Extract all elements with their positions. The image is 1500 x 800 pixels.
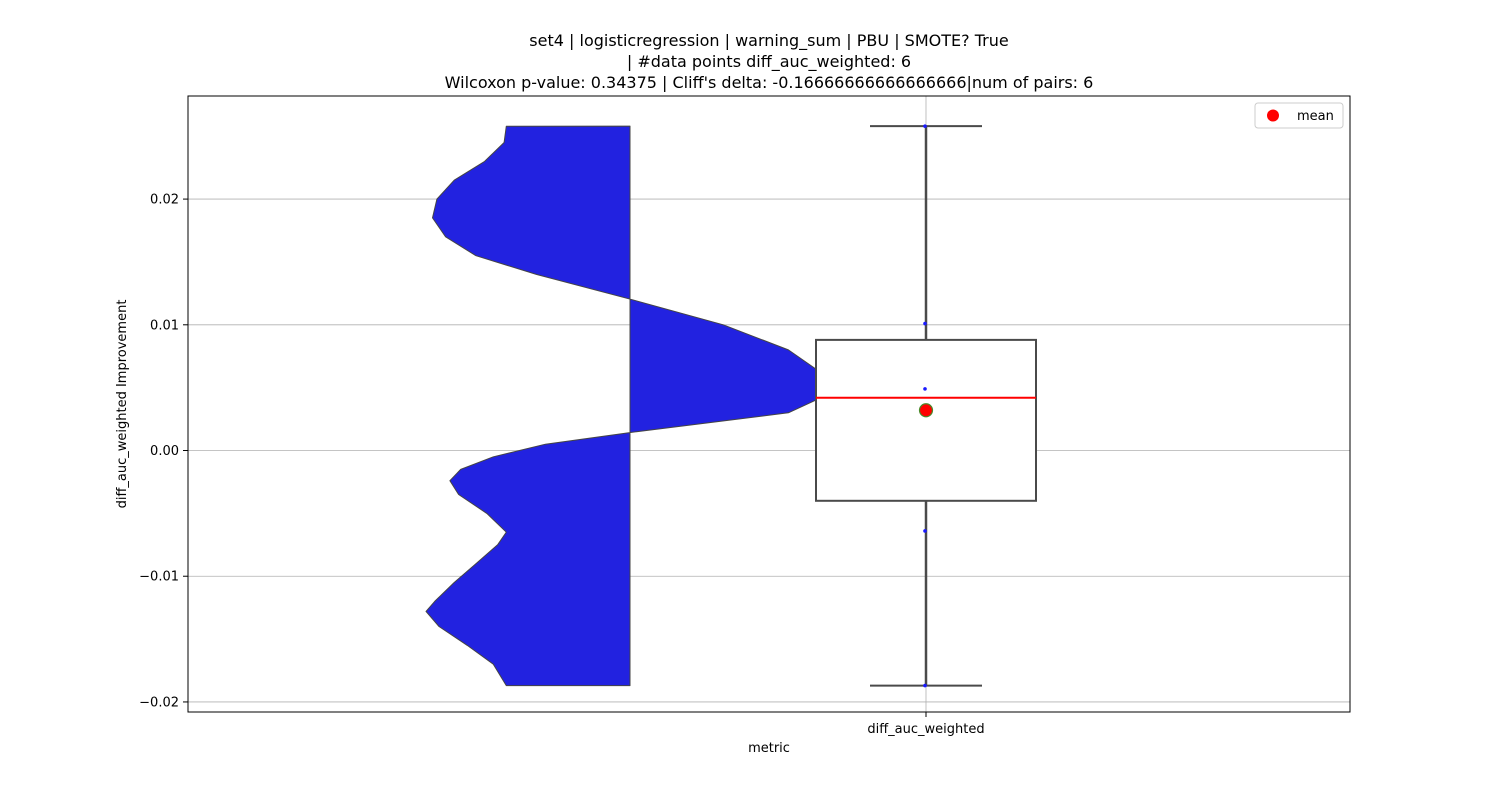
y-tick-label: 0.01 [150, 318, 179, 333]
violin-layer [425, 125, 844, 687]
chart-title: set4 | logisticregression | warning_sum … [445, 31, 1094, 92]
legend-mean-marker [1267, 109, 1279, 122]
y-axis-ticks: −0.02 −0.01 0.00 0.01 0.02 [139, 193, 188, 710]
data-point [923, 387, 927, 391]
chart-title-line-3: Wilcoxon p-value: 0.34375 | Cliff's delt… [445, 73, 1094, 92]
plot-area-frame [187, 95, 1351, 713]
legend-mean-label: mean [1297, 109, 1334, 124]
box-plot [815, 124, 1037, 688]
chart-title-line-1: set4 | logisticregression | warning_sum … [529, 31, 1008, 51]
y-tick-label: 0.00 [150, 444, 179, 459]
x-axis-ticks: diff_auc_weighted [867, 712, 985, 737]
x-axis-label: metric [748, 741, 790, 756]
legend: mean [1254, 102, 1344, 129]
y-tick-label: −0.02 [139, 695, 179, 710]
y-tick-label: 0.02 [150, 193, 179, 208]
mean-marker [918, 403, 934, 418]
data-point [923, 683, 927, 688]
x-tick-label: diff_auc_weighted [867, 722, 984, 737]
legend-frame [1254, 102, 1344, 129]
chart-title-line-2: | #data points diff_auc_weighted: 6 [627, 52, 911, 72]
y-axis-label: diff_auc_weighted Improvement [115, 300, 130, 509]
iqr-box [815, 338, 1037, 502]
y-tick-label: −0.01 [139, 570, 179, 585]
data-point [923, 529, 927, 533]
violin-body [425, 125, 844, 687]
data-point [923, 124, 927, 128]
data-point [923, 321, 927, 326]
